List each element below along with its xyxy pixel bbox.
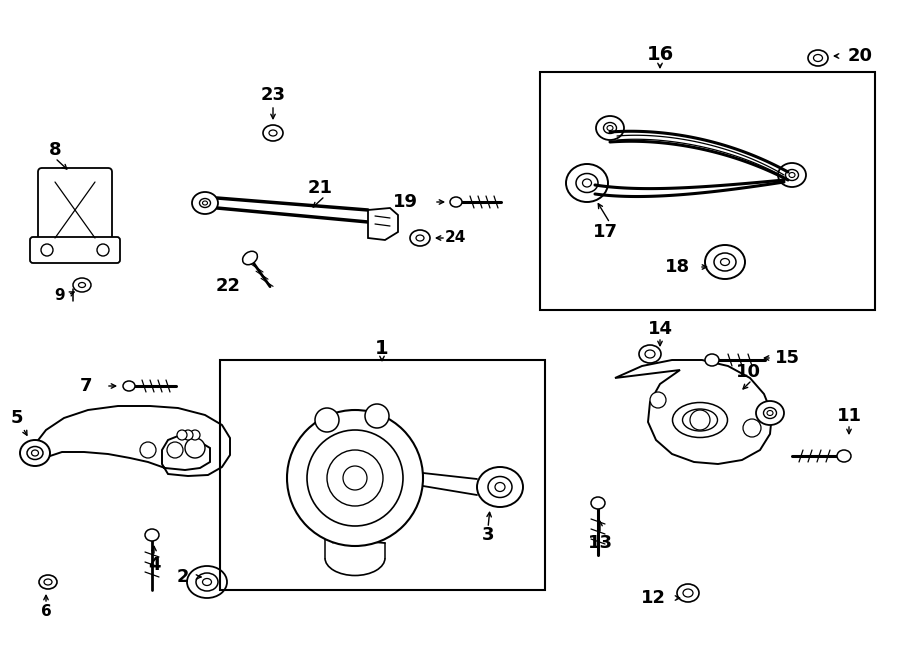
Ellipse shape (808, 50, 828, 66)
Circle shape (315, 408, 339, 432)
Circle shape (307, 430, 403, 526)
Circle shape (41, 244, 53, 256)
Text: 1: 1 (375, 338, 389, 358)
Text: 21: 21 (308, 179, 332, 197)
Ellipse shape (202, 201, 208, 205)
Ellipse shape (672, 403, 727, 438)
Circle shape (185, 438, 205, 458)
Polygon shape (615, 360, 772, 464)
Ellipse shape (786, 169, 798, 180)
Ellipse shape (582, 179, 591, 187)
Circle shape (190, 430, 200, 440)
Ellipse shape (756, 401, 784, 425)
Ellipse shape (596, 116, 624, 140)
Ellipse shape (705, 354, 719, 366)
Circle shape (343, 466, 367, 490)
Circle shape (287, 410, 423, 546)
Ellipse shape (837, 450, 851, 462)
Ellipse shape (682, 409, 717, 431)
Text: 4: 4 (148, 556, 160, 574)
Bar (220, 360, 545, 590)
Text: 9: 9 (55, 288, 66, 303)
Text: 5: 5 (11, 409, 23, 427)
Ellipse shape (477, 467, 523, 507)
Circle shape (327, 450, 383, 506)
Ellipse shape (32, 450, 39, 456)
Circle shape (167, 442, 183, 458)
Ellipse shape (196, 573, 218, 591)
Ellipse shape (450, 197, 462, 207)
Text: 16: 16 (646, 44, 673, 63)
Ellipse shape (778, 163, 806, 187)
Polygon shape (368, 208, 398, 240)
Ellipse shape (20, 440, 50, 466)
Text: 18: 18 (665, 258, 690, 276)
Circle shape (650, 392, 666, 408)
Circle shape (97, 244, 109, 256)
Ellipse shape (607, 126, 613, 130)
Ellipse shape (495, 483, 505, 492)
Text: 8: 8 (49, 141, 61, 159)
Polygon shape (28, 406, 230, 476)
FancyBboxPatch shape (38, 168, 112, 252)
Text: 12: 12 (641, 589, 666, 607)
Text: 15: 15 (775, 349, 800, 367)
Ellipse shape (44, 579, 52, 585)
Text: 11: 11 (836, 407, 861, 425)
Ellipse shape (145, 529, 159, 541)
Ellipse shape (488, 477, 512, 498)
Text: 14: 14 (647, 320, 672, 338)
Circle shape (183, 430, 193, 440)
Ellipse shape (566, 164, 608, 202)
Circle shape (365, 404, 389, 428)
Text: 19: 19 (393, 193, 418, 211)
Ellipse shape (767, 410, 773, 416)
Circle shape (177, 430, 187, 440)
Ellipse shape (576, 173, 598, 192)
Ellipse shape (73, 278, 91, 292)
Ellipse shape (677, 584, 699, 602)
Ellipse shape (416, 235, 424, 241)
Ellipse shape (192, 192, 218, 214)
Text: 22: 22 (215, 277, 240, 295)
Ellipse shape (27, 446, 43, 459)
Ellipse shape (639, 345, 661, 363)
Ellipse shape (714, 253, 736, 271)
Ellipse shape (410, 230, 430, 246)
Ellipse shape (243, 251, 257, 264)
Ellipse shape (200, 198, 211, 208)
Ellipse shape (123, 381, 135, 391)
Circle shape (690, 410, 710, 430)
Ellipse shape (604, 122, 617, 134)
Text: 13: 13 (588, 534, 613, 552)
Text: 3: 3 (482, 526, 494, 544)
Circle shape (743, 419, 761, 437)
Ellipse shape (814, 54, 823, 61)
Circle shape (140, 442, 156, 458)
Text: 6: 6 (40, 605, 51, 619)
Ellipse shape (763, 407, 777, 418)
Ellipse shape (789, 173, 795, 178)
Ellipse shape (269, 130, 277, 136)
Ellipse shape (187, 566, 227, 598)
Ellipse shape (591, 497, 605, 509)
FancyBboxPatch shape (30, 237, 120, 263)
Ellipse shape (202, 578, 211, 586)
Ellipse shape (721, 258, 730, 266)
Text: 2: 2 (176, 568, 189, 586)
Text: 10: 10 (735, 363, 760, 381)
Text: 17: 17 (592, 223, 617, 241)
Bar (540, 72, 875, 310)
Text: 24: 24 (445, 231, 465, 245)
Ellipse shape (705, 245, 745, 279)
Text: 20: 20 (848, 47, 873, 65)
Ellipse shape (683, 589, 693, 597)
Ellipse shape (78, 282, 86, 288)
Ellipse shape (263, 125, 283, 141)
Ellipse shape (645, 350, 655, 358)
Text: 7: 7 (79, 377, 92, 395)
Ellipse shape (39, 575, 57, 589)
Text: 23: 23 (260, 86, 285, 104)
